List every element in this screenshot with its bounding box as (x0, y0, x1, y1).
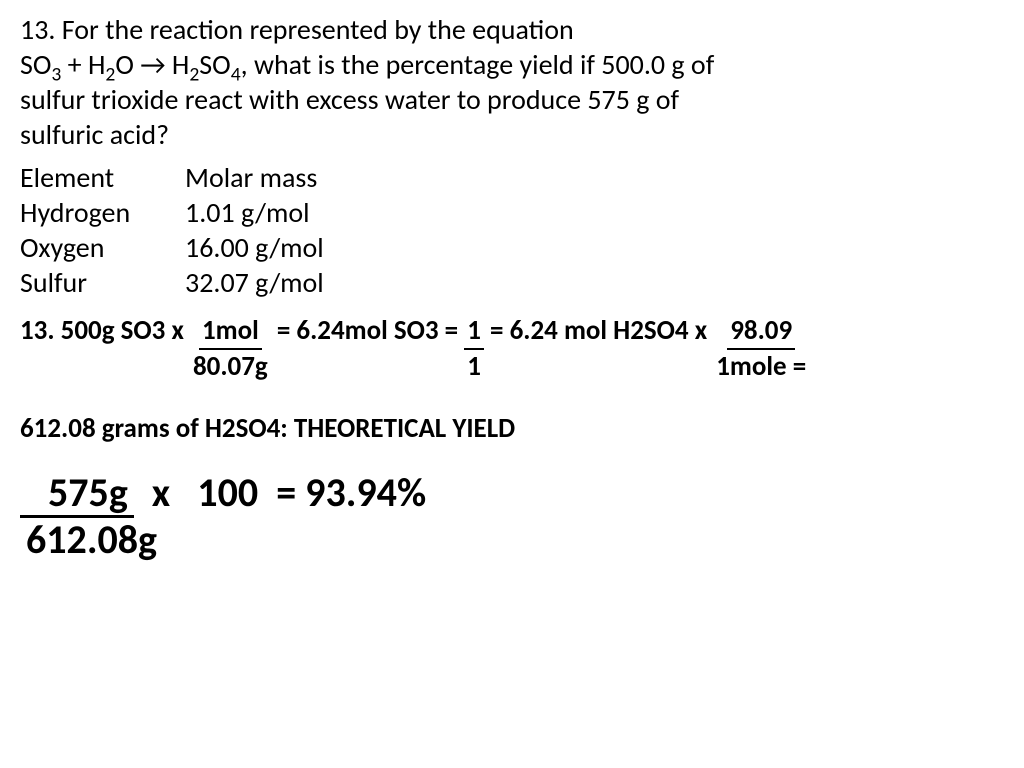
calc-mid-2: = 6.24 mol H2SO4 x (484, 314, 713, 348)
calc-frac-2: 1 1 (464, 314, 484, 384)
theoretical-yield-line: 612.08 grams of H2SO4: THEORETICAL YIELD (20, 412, 1004, 446)
molar-mass: 1.01 g/mol (185, 195, 1004, 230)
molar-mass: 16.00 g/mol (185, 230, 1004, 265)
final-rest: x 100 = 93.94% (152, 471, 426, 515)
molar-header-element: Element (20, 160, 185, 195)
calc-lead: 13. 500g SO3 x (20, 314, 190, 348)
question-number: 13. (20, 12, 55, 47)
eq-so3: SO (20, 47, 51, 82)
final-frac-denominator: 612.08g (20, 518, 1004, 562)
frac-denominator: 80.07g (190, 350, 271, 384)
question-line1: 13. For the reaction represented by the … (20, 12, 1004, 47)
question-line2: SO3 + H2O → H2SO4, what is the percentag… (20, 47, 1004, 82)
eq-tail: , what is the percentage yield if 500.0 … (241, 47, 715, 82)
calc-mid-1: = 6.24mol SO3 = (271, 314, 465, 348)
molar-element: Oxygen (20, 230, 185, 265)
eq-plus: + H (61, 47, 105, 82)
molar-row: Sulfur 32.07 g/mol (20, 265, 1004, 300)
question-text1: For the reaction represented by the equa… (62, 12, 574, 47)
molar-header-mass: Molar mass (185, 160, 1004, 195)
molar-row: Oxygen 16.00 g/mol (20, 230, 1004, 265)
molar-element: Hydrogen (20, 195, 185, 230)
molar-row: Hydrogen 1.01 g/mol (20, 195, 1004, 230)
calculation-block: 13. 500g SO3 x 1mol 80.07g = 6.24mol SO3… (20, 314, 1004, 445)
final-top-line: 575g x 100 = 93.94% (20, 471, 1004, 518)
calc-frac-3: 98.09 1mole = (713, 314, 809, 384)
question-block: 13. For the reaction represented by the … (20, 12, 1004, 152)
calc-frac-1: 1mol 80.07g (190, 314, 271, 384)
question-line3: sulfur trioxide react with excess water … (20, 82, 1004, 117)
eq-h2so4-so: SO (199, 47, 230, 82)
final-frac-numerator: 575g (20, 471, 134, 518)
molar-mass: 32.07 g/mol (185, 265, 1004, 300)
question-line4: sulfuric acid? (20, 117, 1004, 152)
frac-numerator: 1mol (199, 314, 262, 350)
frac-numerator: 98.09 (727, 314, 795, 350)
final-answer-block: 575g x 100 = 93.94% 612.08g (20, 471, 1004, 562)
molar-element: Sulfur (20, 265, 185, 300)
molar-mass-table: Element Molar mass Hydrogen 1.01 g/mol O… (20, 160, 1004, 300)
molar-header-row: Element Molar mass (20, 160, 1004, 195)
frac-denominator: 1 (464, 350, 484, 384)
calc-line: 13. 500g SO3 x 1mol 80.07g = 6.24mol SO3… (20, 314, 1004, 384)
frac-numerator: 1 (464, 314, 484, 350)
eq-h2o-o: O → H (115, 47, 189, 82)
frac-denominator: 1mole = (713, 350, 809, 384)
